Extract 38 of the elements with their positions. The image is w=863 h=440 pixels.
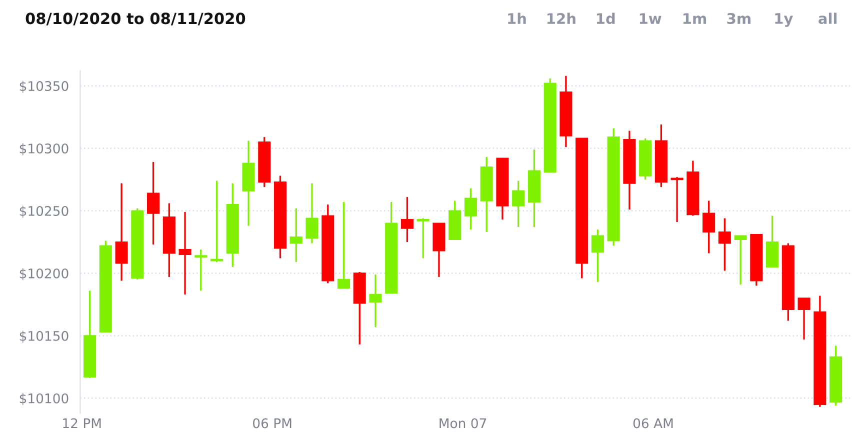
candlestick: [194, 248, 208, 292]
candlestick: [369, 274, 382, 328]
candlestick: [702, 200, 716, 254]
text: 1h: [508, 12, 526, 24]
text: 1d: [596, 12, 615, 24]
y-tick-label: $10200: [20, 268, 68, 280]
candlestick: [210, 180, 224, 263]
x-tick-label: 06 PM: [253, 418, 292, 428]
y-tick-label: $10150: [20, 330, 68, 343]
x-tick-label: 12 PM: [63, 418, 101, 428]
text: 3m: [727, 13, 750, 24]
y-tick-label: $10250: [20, 206, 68, 218]
y-tick-label: $10300: [20, 143, 68, 156]
candlestick: [400, 196, 414, 243]
candlestick: [718, 217, 731, 272]
chart-title: 08/10/2020 to 08/11/2020: [26, 12, 246, 26]
candlestick: [591, 228, 604, 283]
text: 1y: [775, 13, 793, 27]
y-tick-label: $10100: [20, 393, 68, 406]
candlestick: [337, 201, 350, 290]
text: 1m: [683, 13, 706, 24]
x-tick-label: Mon 07: [440, 418, 486, 428]
x-tick-label: 06 AM: [633, 418, 673, 428]
candlestick: [306, 182, 318, 244]
candlestick: [178, 211, 192, 296]
text: all: [818, 12, 837, 24]
candlestick: [290, 207, 302, 263]
candlestick: [416, 217, 430, 260]
candlestick: [670, 176, 684, 223]
candlestick: [115, 182, 128, 282]
y-tick-label: $10350: [20, 80, 68, 93]
candlestick: [147, 161, 160, 246]
candlestick: [464, 187, 477, 230]
text: 1w: [640, 13, 662, 24]
candlestick: [734, 234, 747, 286]
candlestick: [512, 180, 525, 228]
candlestick: [798, 297, 810, 340]
text: 12h: [547, 12, 576, 24]
